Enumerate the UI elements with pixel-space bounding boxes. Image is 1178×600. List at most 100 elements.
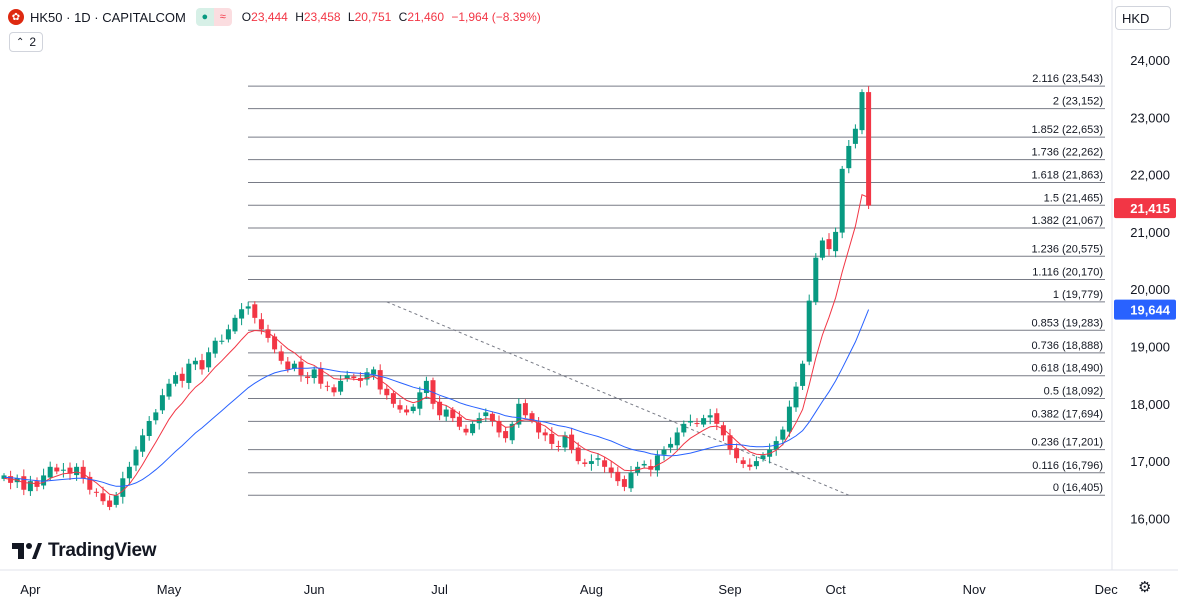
time-tick-label: Jul bbox=[431, 582, 448, 597]
price-tick-label: 17,000 bbox=[1130, 454, 1170, 469]
price-tick-label: 19,000 bbox=[1130, 340, 1170, 355]
candle-body bbox=[562, 435, 568, 448]
candle-body bbox=[714, 413, 720, 424]
candle-body bbox=[87, 476, 93, 490]
market-status-pill[interactable]: ● ≈ bbox=[195, 8, 232, 26]
candle-body bbox=[747, 464, 753, 467]
candle-body bbox=[113, 495, 119, 505]
candle-body bbox=[780, 429, 786, 440]
candle-body bbox=[859, 92, 865, 131]
time-tick-label: Dec bbox=[1095, 582, 1119, 597]
candle-body bbox=[555, 445, 561, 447]
candle-body bbox=[390, 393, 396, 404]
time-tick-label: Oct bbox=[825, 582, 846, 597]
time-tick-label: Nov bbox=[963, 582, 987, 597]
candle-body bbox=[839, 168, 845, 233]
candle-body bbox=[806, 300, 812, 362]
price-tick-label: 24,000 bbox=[1130, 53, 1170, 68]
candle-body bbox=[687, 420, 693, 423]
candle-body bbox=[410, 406, 416, 412]
candle-body bbox=[582, 462, 588, 464]
candle-body bbox=[654, 455, 660, 471]
candle-body bbox=[661, 449, 667, 455]
fib-level-label: 1.382 (21,067) bbox=[1031, 215, 1103, 227]
candle-body bbox=[496, 420, 502, 433]
candle-body bbox=[305, 376, 311, 379]
fib-level-label: 0 (16,405) bbox=[1053, 482, 1103, 494]
candle-body bbox=[212, 340, 218, 354]
indicators-toggle[interactable]: ⌃ 2 bbox=[9, 32, 44, 52]
candle-body bbox=[331, 387, 337, 393]
hk-flag-icon: ✿ bbox=[8, 9, 24, 25]
candle-body bbox=[318, 368, 324, 384]
time-tick-label: May bbox=[157, 582, 182, 597]
candle-body bbox=[192, 360, 198, 365]
candle-body bbox=[186, 363, 192, 383]
settings-gear-icon[interactable]: ⚙ bbox=[1138, 579, 1152, 596]
open-value: 23,444 bbox=[251, 10, 288, 24]
candle-body bbox=[727, 435, 733, 450]
candle-body bbox=[588, 461, 594, 464]
fib-level-label: 1.236 (20,575) bbox=[1031, 243, 1103, 255]
candle-body bbox=[397, 405, 403, 410]
price-label-box bbox=[1114, 198, 1176, 219]
time-tick-label: Sep bbox=[718, 582, 741, 597]
candle-body bbox=[846, 145, 852, 169]
fib-level-label: 1.5 (21,465) bbox=[1044, 192, 1103, 204]
candle-body bbox=[509, 423, 515, 441]
price-axis[interactable]: 16,000 17,000 18,000 19,000 20,000 21,000 22,0… bbox=[1130, 53, 1170, 526]
candle-body bbox=[483, 412, 489, 417]
candle-body bbox=[595, 458, 601, 460]
candle-body bbox=[239, 309, 245, 319]
brand-name: TradingView bbox=[48, 540, 157, 561]
candle-body bbox=[278, 351, 284, 361]
candle-body bbox=[199, 360, 205, 370]
ohlc-values: O23,444 H23,458 L20,751 C21,460 −1,964 (… bbox=[242, 10, 545, 24]
candle-body bbox=[120, 478, 126, 497]
candle-body bbox=[324, 385, 330, 387]
candle-body bbox=[450, 409, 456, 419]
fib-extension[interactable]: 2.116 (23,543) 2 (23,152) 1.852 (22,653) 1.… bbox=[248, 73, 1105, 496]
candle-body bbox=[80, 466, 86, 479]
candle-body bbox=[100, 493, 106, 502]
candle-body bbox=[126, 466, 132, 479]
low-value: 20,751 bbox=[354, 10, 392, 24]
candle-body bbox=[291, 363, 297, 369]
fib-level-label: 0.618 (18,490) bbox=[1031, 363, 1103, 375]
time-tick-label: Jun bbox=[304, 582, 325, 597]
candle-body bbox=[694, 423, 700, 425]
candle-body bbox=[344, 375, 350, 379]
currency-selector[interactable]: HKD bbox=[1115, 6, 1171, 30]
market-open-icon: ● bbox=[195, 8, 214, 26]
candle-body bbox=[720, 425, 726, 436]
candle-body bbox=[707, 415, 713, 418]
price-labels: 21,415 19,644 bbox=[1114, 198, 1176, 320]
candle-body bbox=[338, 380, 344, 392]
time-tick-label: Aug bbox=[580, 582, 603, 597]
candle-body bbox=[549, 433, 555, 444]
candle-body bbox=[179, 373, 185, 381]
candle-body bbox=[133, 449, 139, 466]
candle-body bbox=[668, 443, 674, 448]
candle-body bbox=[285, 361, 291, 370]
candle-body bbox=[404, 409, 410, 413]
candle-body bbox=[470, 423, 476, 434]
candle-body bbox=[456, 416, 462, 427]
wave-icon: ≈ bbox=[213, 8, 232, 26]
candle-body bbox=[503, 431, 509, 439]
candle-body bbox=[140, 435, 146, 452]
fib-level-label: 1.736 (22,262) bbox=[1031, 147, 1103, 159]
low-key: L bbox=[347, 10, 355, 24]
candle-body bbox=[753, 461, 759, 467]
time-axis[interactable]: Apr May Jun Jul Aug Sep Oct Nov Dec bbox=[20, 582, 1118, 597]
candle-body bbox=[529, 413, 535, 421]
candle-body bbox=[54, 467, 60, 472]
candle-body bbox=[252, 304, 258, 318]
candle-body bbox=[74, 466, 80, 476]
candle-body bbox=[866, 92, 872, 206]
tradingview-logo[interactable]: TradingView bbox=[12, 540, 157, 562]
symbol-title[interactable]: HK50 · 1D · CAPITALCOM bbox=[30, 9, 186, 25]
candle-body bbox=[146, 420, 152, 437]
legend-header: ✿ HK50 · 1D · CAPITALCOM ● ≈ O23,444 H23… bbox=[8, 6, 545, 28]
